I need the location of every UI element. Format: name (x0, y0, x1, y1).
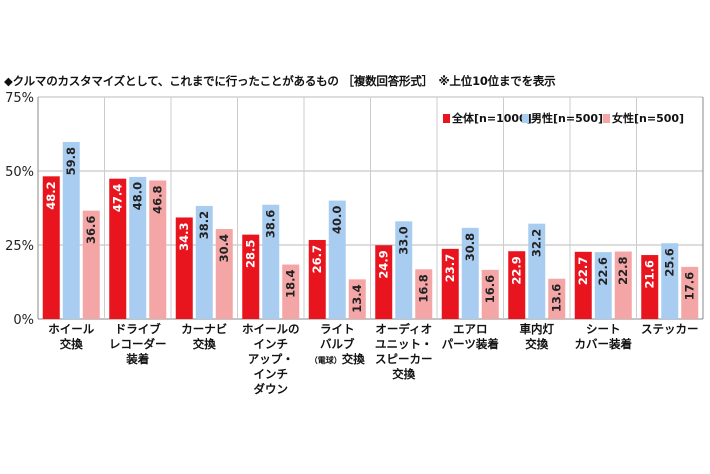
x-category-label: ステッカー (641, 322, 699, 336)
bar (262, 204, 280, 319)
x-category-label: アップ・ (248, 352, 294, 366)
x-category-label: ホイール (48, 322, 94, 336)
bar-value-label: 17.6 (683, 272, 697, 300)
bar-value-label: 32.2 (530, 229, 544, 257)
bar-value-label: 25.6 (663, 248, 677, 276)
bar (594, 252, 612, 319)
x-category-label: バルブ (320, 337, 355, 351)
bar-value-label: 22.7 (576, 257, 590, 285)
bar-value-label: 30.4 (217, 234, 231, 262)
bar-value-label: 33.0 (397, 226, 411, 254)
bar (614, 251, 632, 319)
bar (641, 255, 659, 319)
bar-value-label: 21.6 (643, 260, 657, 288)
legend-label: 男性[n=500] (531, 111, 603, 125)
bar-value-label: 47.4 (111, 184, 125, 212)
legend-swatch (522, 114, 529, 123)
bar-value-label: 16.8 (417, 274, 431, 302)
legend-swatch (603, 114, 610, 123)
x-category-label: ユニット・ (375, 337, 433, 351)
x-category-label: ダウン (254, 382, 289, 396)
bar-value-label: 13.4 (350, 284, 364, 312)
chart-title: ◆クルマのカスタマイズとして、これまでに行ったことがあるもの ［複数回答形式］ … (4, 74, 556, 88)
x-category-label: ライト (320, 322, 355, 336)
x-category-label: インチ (254, 367, 289, 381)
bar (62, 141, 80, 319)
bar (242, 234, 260, 319)
bar (175, 217, 193, 319)
x-category-label: 交換 (60, 337, 83, 351)
bar-value-label: 22.9 (510, 256, 524, 284)
bar-value-label: 30.8 (463, 233, 477, 261)
bar (195, 205, 213, 319)
bar-value-label: 38.6 (264, 210, 278, 238)
bar-value-label: 34.3 (177, 222, 191, 250)
bar-value-label: 18.4 (284, 270, 298, 298)
x-category-label: スピーカー (375, 352, 433, 366)
bar-value-label: 23.7 (443, 254, 457, 282)
bar-value-label: 13.6 (550, 284, 564, 312)
bar (681, 266, 699, 319)
x-category-label: パーツ装着 (442, 337, 499, 351)
bar (528, 223, 546, 319)
x-category-label: オーディオ (375, 322, 432, 336)
x-category-label: レコーダー (109, 337, 167, 351)
x-category-label: （電球）交換 (310, 352, 365, 366)
bar-value-label: 26.7 (310, 245, 324, 273)
bar (415, 269, 433, 319)
y-tick-label: 75% (5, 91, 34, 106)
y-tick-label: 25% (5, 239, 34, 254)
x-category-label: 交換 (392, 367, 415, 381)
x-category-label: ドライブ (115, 322, 161, 336)
x-category-label: 車内灯 (520, 322, 555, 336)
bar (661, 243, 679, 319)
bar (282, 264, 300, 319)
bar-value-label: 22.6 (596, 257, 610, 285)
bar (395, 221, 413, 319)
bar (109, 178, 127, 319)
bar (328, 200, 346, 319)
x-category-label: カバー装着 (575, 337, 633, 351)
bar (548, 278, 566, 319)
y-tick-label: 0% (13, 313, 34, 328)
bar-value-label: 28.5 (244, 240, 258, 268)
bar-value-label: 24.9 (377, 250, 391, 278)
bar-value-label: 48.2 (44, 181, 58, 209)
legend-swatch (443, 114, 450, 123)
bar (129, 176, 147, 319)
x-category-label: エアロ (453, 322, 488, 336)
bar-value-label: 36.6 (84, 216, 98, 244)
bar (574, 251, 592, 319)
bar (481, 269, 499, 319)
bar-value-label: 16.6 (483, 275, 497, 303)
x-category-label: 交換 (525, 337, 548, 351)
x-category-label: 交換 (193, 337, 216, 351)
bar (82, 210, 100, 319)
x-category-label: シート (586, 322, 621, 336)
bar (441, 248, 459, 319)
x-category-label: ホイールの (242, 322, 300, 336)
bar (508, 251, 526, 319)
bar-value-label: 48.0 (131, 182, 145, 210)
legend-label: 女性[n=500] (612, 111, 684, 125)
bar (215, 229, 233, 319)
bar-value-label: 38.2 (197, 211, 211, 239)
x-category-label: カーナビ (181, 322, 227, 336)
bar-value-label: 22.8 (616, 257, 630, 285)
bar-value-label: 59.8 (64, 147, 78, 175)
bar (461, 227, 479, 319)
bar (308, 239, 326, 319)
bar (348, 279, 366, 319)
bar-value-label: 40.0 (330, 206, 344, 234)
bar (42, 176, 60, 319)
legend-label: 全体[n=1000] (451, 111, 532, 125)
y-tick-label: 50% (5, 165, 34, 180)
bar (375, 245, 393, 319)
bar (149, 180, 167, 319)
x-category-label: 装着 (125, 352, 149, 366)
bar-value-label: 46.8 (151, 185, 165, 213)
x-category-label: インチ (254, 337, 289, 351)
